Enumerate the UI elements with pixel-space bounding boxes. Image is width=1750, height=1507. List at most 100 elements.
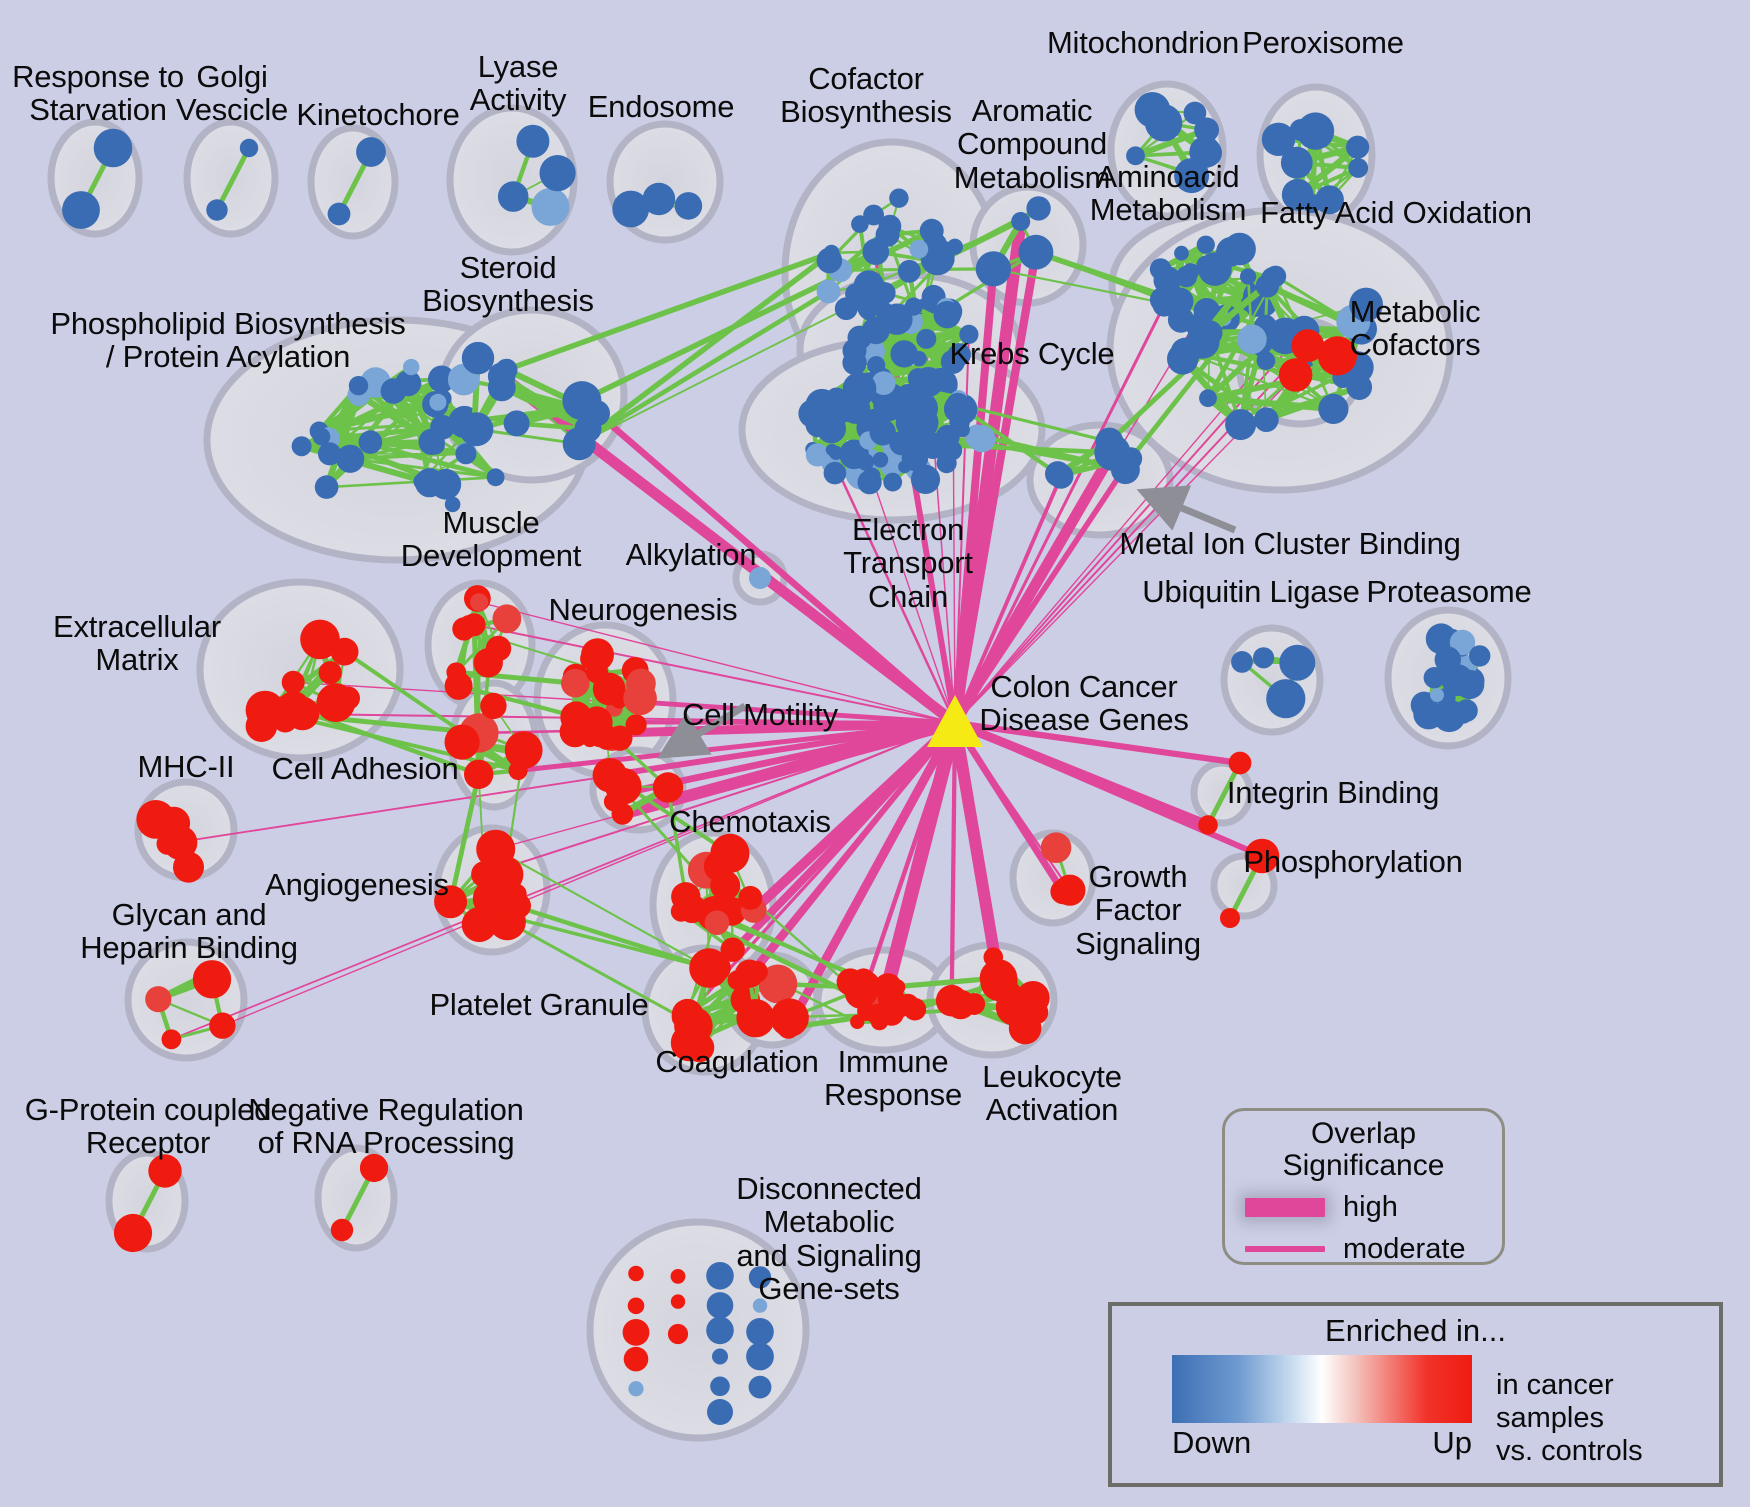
gene-set-node[interactable] bbox=[1254, 407, 1279, 433]
gene-set-node[interactable] bbox=[704, 910, 730, 935]
gene-set-node[interactable] bbox=[1126, 146, 1145, 166]
gene-set-node[interactable] bbox=[911, 351, 927, 367]
gene-set-node[interactable] bbox=[492, 604, 522, 634]
gene-set-node[interactable] bbox=[93, 128, 133, 168]
gene-set-node[interactable] bbox=[1433, 699, 1466, 733]
gene-set-node[interactable] bbox=[677, 894, 707, 924]
gene-set-node[interactable] bbox=[327, 202, 351, 226]
gene-set-node[interactable] bbox=[1167, 306, 1194, 333]
gene-set-node[interactable] bbox=[622, 1319, 650, 1346]
gene-set-node[interactable] bbox=[1240, 268, 1257, 285]
gene-set-node[interactable] bbox=[413, 473, 431, 490]
cluster-ubiquitin-ligase[interactable] bbox=[1220, 624, 1324, 736]
gene-set-node[interactable] bbox=[913, 367, 944, 397]
gene-set-node[interactable] bbox=[674, 192, 703, 220]
gene-set-node[interactable] bbox=[627, 1297, 645, 1315]
gene-set-node[interactable] bbox=[872, 452, 889, 468]
gene-set-node[interactable] bbox=[312, 427, 331, 446]
gene-set-node[interactable] bbox=[1110, 455, 1140, 485]
gene-set-node[interactable] bbox=[1256, 351, 1276, 371]
gene-set-node[interactable] bbox=[842, 338, 867, 363]
gene-set-node[interactable] bbox=[586, 661, 609, 684]
gene-set-node[interactable] bbox=[710, 833, 750, 874]
hub-node[interactable] bbox=[927, 695, 983, 747]
gene-set-node[interactable] bbox=[281, 670, 305, 694]
gene-set-node[interactable] bbox=[1261, 122, 1296, 156]
gene-set-node[interactable] bbox=[652, 772, 684, 803]
gene-set-node[interactable] bbox=[430, 468, 462, 500]
gene-set-node[interactable] bbox=[444, 671, 473, 700]
gene-set-node[interactable] bbox=[919, 218, 944, 243]
gene-set-node[interactable] bbox=[869, 419, 896, 446]
gene-set-node[interactable] bbox=[1317, 336, 1357, 376]
gene-set-node[interactable] bbox=[867, 356, 886, 375]
gene-set-node[interactable] bbox=[1175, 265, 1198, 288]
gene-set-node[interactable] bbox=[959, 324, 979, 344]
gene-set-node[interactable] bbox=[1193, 138, 1222, 168]
gene-set-node[interactable] bbox=[748, 1375, 772, 1399]
gene-set-node[interactable] bbox=[628, 1265, 644, 1282]
gene-set-node[interactable] bbox=[459, 412, 494, 447]
gene-set-node[interactable] bbox=[845, 283, 867, 305]
gene-set-node[interactable] bbox=[1194, 117, 1219, 143]
gene-set-node[interactable] bbox=[746, 1318, 774, 1346]
gene-set-node[interactable] bbox=[863, 204, 884, 226]
gene-set-node[interactable] bbox=[291, 436, 312, 457]
gene-set-node[interactable] bbox=[348, 376, 369, 396]
gene-set-node[interactable] bbox=[642, 182, 676, 216]
gene-set-node[interactable] bbox=[561, 668, 590, 698]
gene-set-node[interactable] bbox=[1430, 688, 1444, 702]
gene-set-node[interactable] bbox=[997, 981, 1022, 1006]
colon-cancer-disease-genes-node[interactable] bbox=[927, 695, 983, 747]
gene-set-node[interactable] bbox=[805, 443, 830, 467]
gene-set-node[interactable] bbox=[706, 1292, 734, 1319]
gene-set-node[interactable] bbox=[1315, 185, 1344, 215]
gene-set-node[interactable] bbox=[1196, 235, 1215, 254]
gene-set-node[interactable] bbox=[1228, 751, 1252, 775]
gene-set-node[interactable] bbox=[403, 358, 420, 376]
gene-set-node[interactable] bbox=[581, 638, 614, 672]
gene-set-node[interactable] bbox=[1346, 135, 1370, 159]
gene-set-node[interactable] bbox=[1045, 461, 1071, 487]
gene-set-node[interactable] bbox=[470, 593, 489, 612]
gene-set-node[interactable] bbox=[670, 1269, 686, 1284]
gene-set-node[interactable] bbox=[1225, 409, 1257, 441]
gene-set-node[interactable] bbox=[1220, 908, 1240, 928]
gene-set-node[interactable] bbox=[505, 893, 531, 919]
gene-set-node[interactable] bbox=[940, 349, 966, 374]
gene-set-node[interactable] bbox=[1291, 329, 1325, 363]
gene-set-node[interactable] bbox=[444, 496, 461, 513]
gene-set-node[interactable] bbox=[461, 341, 495, 375]
gene-set-node[interactable] bbox=[1152, 293, 1176, 317]
gene-set-node[interactable] bbox=[1018, 234, 1054, 270]
gene-set-node[interactable] bbox=[607, 725, 633, 751]
gene-set-node[interactable] bbox=[946, 238, 964, 255]
gene-set-node[interactable] bbox=[877, 1000, 893, 1016]
gene-set-node[interactable] bbox=[703, 954, 731, 982]
gene-set-node[interactable] bbox=[444, 724, 480, 760]
gene-set-node[interactable] bbox=[823, 461, 847, 485]
gene-set-node[interactable] bbox=[712, 1348, 728, 1365]
gene-set-node[interactable] bbox=[816, 247, 843, 274]
gene-set-node[interactable] bbox=[1050, 879, 1076, 905]
gene-set-node[interactable] bbox=[1174, 158, 1210, 194]
gene-set-node[interactable] bbox=[983, 947, 1004, 967]
gene-set-node[interactable] bbox=[277, 691, 311, 725]
gene-set-node[interactable] bbox=[1008, 1011, 1042, 1045]
gene-set-node[interactable] bbox=[752, 1298, 768, 1313]
gene-set-node[interactable] bbox=[623, 681, 657, 716]
gene-set-node[interactable] bbox=[1266, 679, 1306, 719]
gene-set-node[interactable] bbox=[819, 416, 837, 434]
gene-set-node[interactable] bbox=[161, 1029, 182, 1050]
gene-set-node[interactable] bbox=[564, 712, 593, 741]
gene-set-node[interactable] bbox=[486, 468, 505, 487]
gene-set-node[interactable] bbox=[316, 683, 356, 723]
gene-set-node[interactable] bbox=[300, 619, 340, 660]
gene-set-node[interactable] bbox=[706, 1316, 734, 1345]
gene-set-node[interactable] bbox=[148, 1154, 182, 1188]
gene-set-node[interactable] bbox=[245, 710, 278, 742]
gene-set-node[interactable] bbox=[671, 998, 704, 1031]
gene-set-node[interactable] bbox=[425, 435, 445, 455]
gene-set-node[interactable] bbox=[1149, 258, 1172, 280]
gene-set-node[interactable] bbox=[873, 282, 896, 304]
